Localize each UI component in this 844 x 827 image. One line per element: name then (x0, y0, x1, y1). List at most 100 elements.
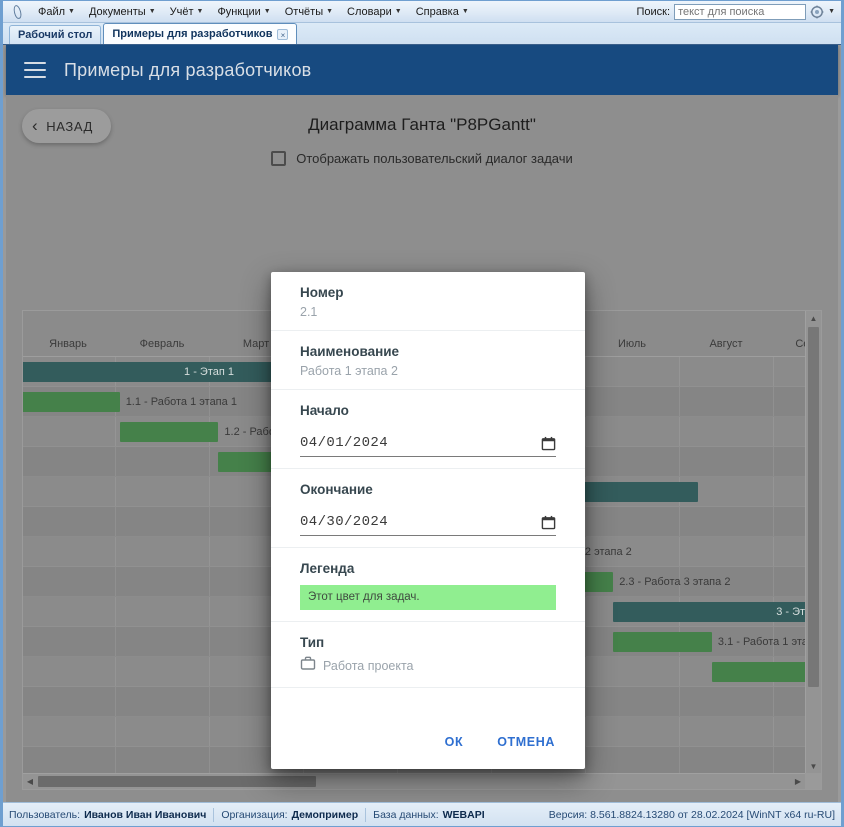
chevron-down-icon: ▼ (196, 8, 204, 16)
gantt-column-separator (679, 447, 680, 476)
status-db-value: WEBAPI (442, 808, 485, 821)
gantt-task-bar[interactable] (613, 632, 712, 652)
chevron-down-icon[interactable]: ▼ (828, 8, 835, 15)
gantt-vertical-scroll-thumb[interactable] (808, 327, 819, 687)
menu-item-functions-label: Функции (217, 5, 261, 18)
field-number-label: Номер (300, 285, 344, 300)
back-button-label: НАЗАД (46, 118, 93, 134)
field-legend-label: Легенда (300, 561, 355, 576)
menu-item-file-label: Файл (38, 5, 66, 18)
page-body: Примеры для разработчиков ‹ НАЗАД Диагра… (3, 45, 841, 802)
gantt-column-separator (679, 537, 680, 566)
calendar-icon[interactable] (541, 515, 556, 530)
divider (213, 807, 215, 822)
menu-item-help-label: Справка (415, 5, 459, 18)
gantt-column-separator (679, 357, 680, 386)
gantt-vertical-scrollbar[interactable]: ▲ ▼ (805, 311, 821, 773)
menu-item-functions[interactable]: Функции ▼ (210, 4, 277, 20)
menu-item-reports[interactable]: Отчёты ▼ (278, 4, 340, 20)
status-org-key: Организация: (221, 808, 288, 821)
hamburger-icon[interactable] (24, 62, 46, 78)
gantt-column-separator (209, 387, 210, 416)
gantt-column-separator (585, 627, 586, 656)
gantt-column-separator (679, 507, 680, 536)
field-end: Окончание 04/30/2024 (271, 469, 585, 548)
status-bar: Пользователь: Иванов Иван Иванович Орган… (3, 802, 841, 826)
field-legend: Легенда Этот цвет для задач. (271, 548, 585, 622)
gantt-bar-label: 3 - Этап 3 (776, 606, 805, 618)
gantt-column-separator (773, 357, 774, 386)
gantt-column-separator (773, 447, 774, 476)
gantt-column-separator (585, 417, 586, 446)
status-db-key: База данных: (373, 808, 439, 821)
dialog-actions: ОК ОТМЕНА (433, 727, 585, 757)
tab-developer-examples[interactable]: Примеры для разработчиков × (103, 23, 298, 44)
back-button[interactable]: ‹ НАЗАД (22, 109, 111, 143)
menu-item-documents-label: Документы (88, 5, 146, 18)
gantt-scroll-corner (805, 773, 821, 789)
chevron-down-icon: ▼ (68, 8, 75, 16)
gantt-column-separator (115, 477, 116, 506)
menu-item-file[interactable]: Файл ▼ (31, 4, 82, 20)
gantt-column-separator (679, 687, 680, 716)
gear-icon[interactable] (810, 5, 824, 19)
gantt-column-separator (115, 717, 116, 746)
gantt-column-separator (115, 507, 116, 536)
search-label: Поиск: (636, 5, 671, 18)
gantt-column-separator (585, 447, 586, 476)
gantt-bar-label: 1 - Этап 1 (184, 366, 234, 378)
menu-item-reports-label: Отчёты (284, 5, 324, 18)
tab-desktop[interactable]: Рабочий стол (9, 25, 102, 44)
gantt-horizontal-scrollbar[interactable]: ◀ ▶ (23, 773, 805, 789)
menu-item-help[interactable]: Справка ▼ (409, 4, 476, 20)
gantt-column-separator (209, 747, 210, 773)
gantt-column-separator (115, 657, 116, 686)
menu-bar-items: Файл ▼ Документы ▼ Учёт ▼ Функции ▼ Отчёты ▼ … (3, 4, 476, 20)
gantt-column-separator (585, 747, 586, 773)
menu-bar: Файл ▼ Документы ▼ Учёт ▼ Функции ▼ Отчёты ▼ … (3, 1, 841, 23)
status-org: Организация: Демопример (221, 809, 365, 821)
start-date-input[interactable]: 04/01/2024 (300, 428, 556, 457)
gantt-chart[interactable]: 2024 ЯнварьФевральМартАпрельМайИюньИюльА… (22, 310, 822, 790)
scroll-up-icon[interactable]: ▲ (809, 313, 818, 323)
custom-dialog-checkbox[interactable] (271, 151, 287, 166)
gantt-column-separator (209, 597, 210, 626)
scroll-right-icon[interactable]: ▶ (794, 777, 802, 786)
gantt-task-bar[interactable] (119, 422, 219, 442)
status-user: Пользователь: Иванов Иван Иванович (9, 809, 213, 821)
end-date-input[interactable]: 04/30/2024 (300, 507, 556, 536)
gantt-column-separator (773, 477, 774, 506)
scroll-left-icon[interactable]: ◀ (26, 777, 34, 786)
gantt-title: Диаграмма Ганта "P8PGantt" (308, 115, 536, 134)
content-area: ‹ НАЗАД Диаграмма Ганта "P8PGantt" Отобр… (6, 95, 838, 802)
gantt-column-separator (679, 417, 680, 446)
gantt-column-separator (209, 477, 210, 506)
menu-item-accounting-label: Учёт (169, 5, 194, 18)
menu-item-accounting[interactable]: Учёт ▼ (163, 4, 211, 20)
gantt-bar-label: 2.3 - Работа 3 этапа 2 (619, 576, 731, 588)
cancel-button[interactable]: ОТМЕНА (485, 727, 567, 757)
gantt-column-separator (585, 717, 586, 746)
status-version: Версия: 8.561.8824.13280 от 28.02.2024 [… (548, 808, 835, 821)
search-input[interactable] (674, 3, 807, 20)
gantt-task-bar[interactable] (711, 662, 805, 682)
chevron-down-icon: ▼ (326, 8, 334, 16)
menu-item-documents[interactable]: Документы ▼ (82, 4, 163, 20)
calendar-icon[interactable] (541, 436, 556, 451)
gantt-column-separator (209, 507, 210, 536)
gantt-column-separator (585, 537, 586, 566)
gantt-column-separator (115, 447, 116, 476)
gantt-column-separator (115, 747, 116, 773)
gantt-stage-bar[interactable]: 3 - Этап 3 (613, 602, 805, 622)
chevron-left-icon: ‹ (32, 115, 39, 135)
gantt-horizontal-scroll-thumb[interactable] (38, 776, 316, 787)
scroll-down-icon[interactable]: ▼ (809, 761, 818, 771)
gantt-column-separator (679, 657, 680, 686)
gantt-column-separator (209, 627, 210, 656)
app-bar: Примеры для разработчиков (6, 45, 838, 95)
menu-item-dictionaries[interactable]: Словари ▼ (340, 4, 409, 20)
close-icon[interactable]: × (277, 28, 289, 40)
ok-button[interactable]: ОК (433, 727, 476, 757)
gantt-task-bar[interactable] (23, 392, 120, 412)
